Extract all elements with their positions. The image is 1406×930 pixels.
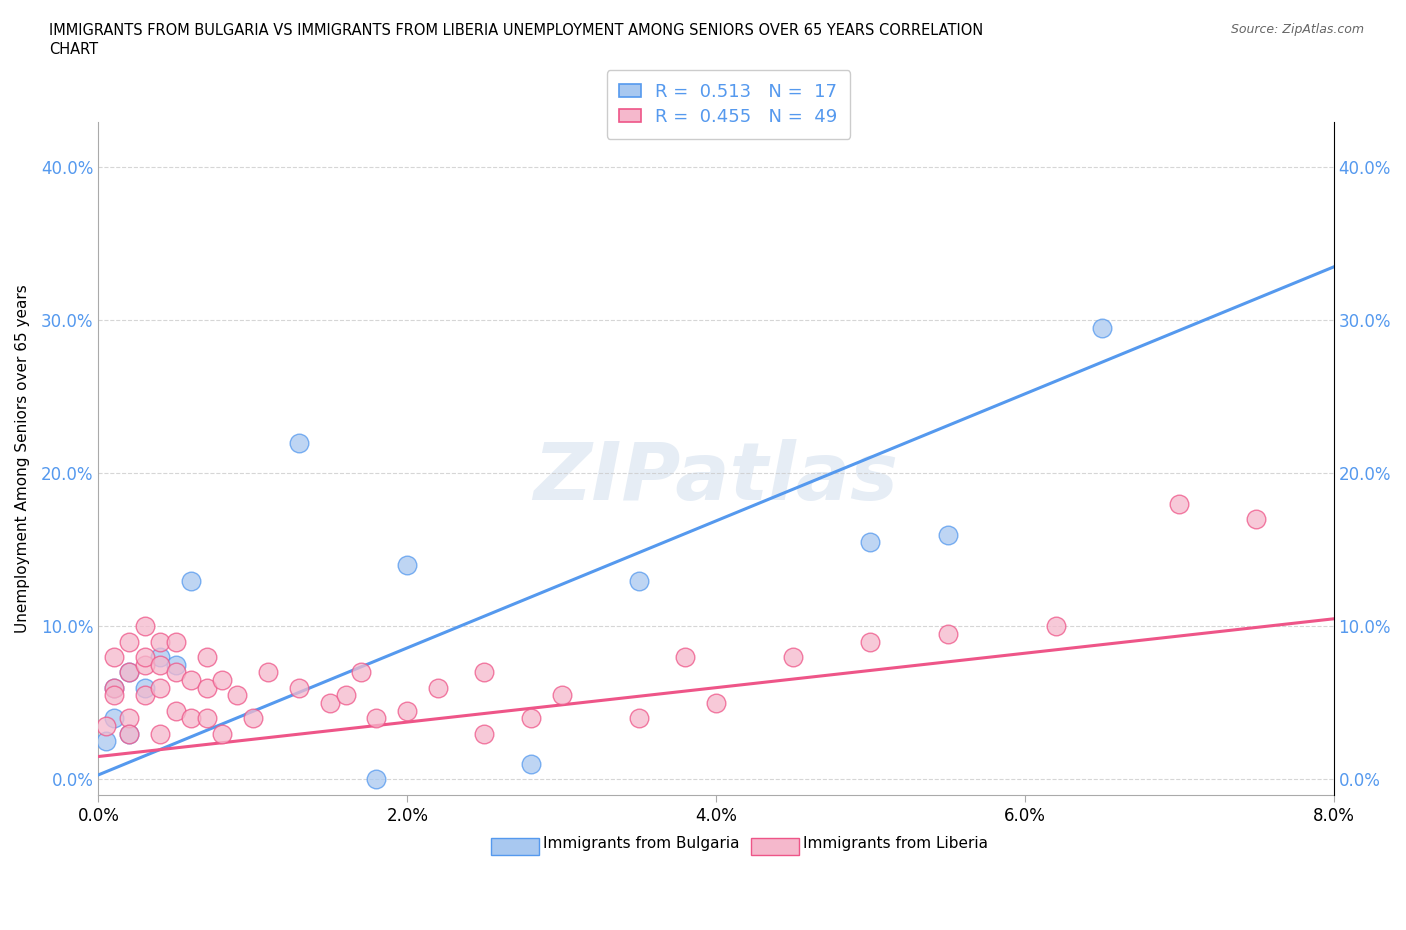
Point (226, 688, 249, 703)
Point (134, 619, 156, 634)
Text: Immigrants from Bulgaria: Immigrants from Bulgaria (543, 836, 740, 851)
Point (211, 672, 233, 687)
Point (396, 558, 419, 573)
Point (118, 711, 141, 725)
Point (96, 719, 118, 734)
Point (936, 527, 959, 542)
Point (118, 665, 141, 680)
Point (859, 535, 882, 550)
Point (1168, 497, 1191, 512)
Point (257, 665, 280, 680)
Point (520, 711, 543, 725)
Point (366, 711, 388, 725)
Point (165, 703, 187, 718)
Point (704, 696, 727, 711)
Point (627, 573, 650, 588)
Point (118, 726, 141, 741)
Point (134, 680, 156, 695)
Point (396, 703, 419, 718)
Point (195, 650, 218, 665)
Point (118, 726, 141, 741)
Point (149, 680, 172, 695)
Point (211, 726, 233, 741)
Point (103, 711, 125, 725)
Point (134, 688, 156, 703)
Point (180, 573, 202, 588)
Point (165, 658, 187, 672)
FancyBboxPatch shape (751, 838, 799, 856)
Point (1045, 619, 1067, 634)
Point (103, 650, 125, 665)
Point (103, 680, 125, 695)
Point (427, 680, 450, 695)
Point (242, 711, 264, 725)
Point (149, 726, 172, 741)
Point (96, 734, 118, 749)
Point (195, 711, 218, 725)
Point (180, 672, 202, 687)
Point (859, 634, 882, 649)
Point (195, 680, 218, 695)
Point (180, 711, 202, 725)
Point (149, 650, 172, 665)
Y-axis label: Unemployment Among Seniors over 65 years: Unemployment Among Seniors over 65 years (15, 284, 30, 632)
Point (550, 688, 572, 703)
Text: Immigrants from Liberia: Immigrants from Liberia (803, 836, 987, 851)
Point (103, 680, 125, 695)
Point (288, 435, 311, 450)
Point (350, 665, 373, 680)
Point (149, 634, 172, 649)
Point (134, 650, 156, 665)
Text: Source: ZipAtlas.com: Source: ZipAtlas.com (1230, 23, 1364, 36)
Text: IMMIGRANTS FROM BULGARIA VS IMMIGRANTS FROM LIBERIA UNEMPLOYMENT AMONG SENIORS O: IMMIGRANTS FROM BULGARIA VS IMMIGRANTS F… (49, 23, 983, 38)
Point (103, 688, 125, 703)
Point (288, 680, 311, 695)
Point (474, 726, 496, 741)
Point (165, 665, 187, 680)
Point (1091, 321, 1114, 336)
Point (319, 696, 342, 711)
Point (366, 772, 388, 787)
Text: CHART: CHART (49, 42, 98, 57)
Text: ZIPatlas: ZIPatlas (533, 439, 898, 517)
Point (936, 627, 959, 642)
Point (149, 658, 172, 672)
Point (134, 658, 156, 672)
Point (165, 634, 187, 649)
Legend: R =  0.513   N =  17, R =  0.455   N =  49: R = 0.513 N = 17, R = 0.455 N = 49 (606, 70, 851, 139)
Point (627, 711, 650, 725)
Point (520, 757, 543, 772)
Point (474, 665, 496, 680)
Point (1246, 512, 1268, 526)
Point (673, 650, 696, 665)
Point (118, 665, 141, 680)
Point (118, 634, 141, 649)
Point (782, 650, 804, 665)
FancyBboxPatch shape (491, 838, 540, 856)
Point (335, 688, 357, 703)
